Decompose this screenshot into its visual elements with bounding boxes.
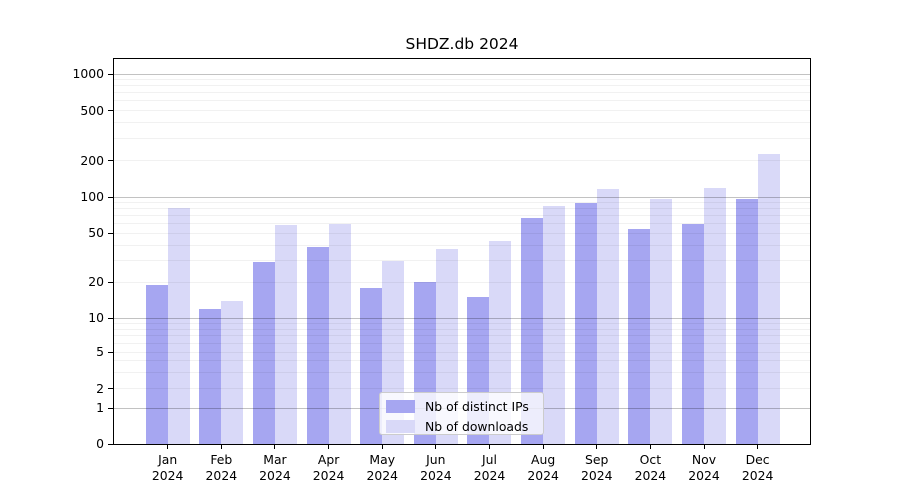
legend-swatch-distinct-ips <box>386 400 415 413</box>
bar-ips-may <box>360 287 383 444</box>
x-tick-label: Aug 2024 <box>527 452 559 483</box>
x-tick-label: Nov 2024 <box>688 452 720 483</box>
x-tick-label: Jun 2024 <box>420 452 452 483</box>
y-tick-label: 200 <box>80 152 104 168</box>
bar-ips-dec <box>735 198 758 444</box>
x-tick-label: Oct 2024 <box>634 452 667 483</box>
bar-ips-mar <box>252 262 275 444</box>
y-tick <box>108 317 114 319</box>
x-tick <box>167 444 169 449</box>
bar-downloads-aug <box>543 205 566 444</box>
bar-ips-sep <box>574 203 597 444</box>
x-tick-label: Jan 2024 <box>151 452 184 483</box>
y-tick-label: 10 <box>88 310 104 326</box>
plot-area: 0 1 2 5 10 20 50 100 200 500 1000 Jan 2024 Feb 2024 M… <box>72 58 811 483</box>
bar-ips-feb <box>199 308 222 444</box>
x-tick <box>488 444 490 449</box>
legend-item-downloads: Nb of downloads <box>386 418 543 435</box>
y-tick <box>108 196 114 198</box>
x-tick-label: Jul 2024 <box>473 452 506 483</box>
bar-downloads-dec <box>757 154 780 444</box>
x-tick <box>757 444 759 449</box>
y-tick <box>108 351 114 353</box>
bar-downloads-sep <box>596 189 619 444</box>
x-tick-label: Sep 2024 <box>580 452 613 483</box>
bar-ips-jan <box>145 284 168 444</box>
x-tick-label: Dec 2024 <box>741 452 774 483</box>
chart-title: SHDZ.db 2024 <box>405 35 519 53</box>
x-tick-label: Feb 2024 <box>205 452 238 483</box>
legend-label-distinct-ips: Nb of distinct IPs <box>425 399 529 414</box>
x-tick <box>649 444 651 449</box>
y-tick-label: 0 <box>96 436 104 451</box>
bar-ips-nov <box>682 223 704 444</box>
bar-ips-apr <box>306 246 329 444</box>
bar-downloads-feb <box>221 300 244 444</box>
bar-ips-aug <box>521 218 544 444</box>
y-tick-label: 500 <box>80 102 104 118</box>
bar-downloads-mar <box>274 224 297 444</box>
y-tick-label: 20 <box>88 274 104 290</box>
y-tick <box>108 407 114 409</box>
x-tick <box>703 444 705 449</box>
y-tick-label: 1 <box>96 400 104 415</box>
x-tick <box>435 444 437 449</box>
x-tick-label: May 2024 <box>366 452 398 483</box>
y-tick-label: 5 <box>96 344 104 359</box>
bar-downloads-apr <box>328 223 351 444</box>
y-tick <box>108 281 114 283</box>
y-tick <box>108 160 114 162</box>
y-tick <box>108 73 114 75</box>
legend-label-downloads: Nb of downloads <box>425 419 529 434</box>
x-tick <box>274 444 276 449</box>
y-tick-label: 1000 <box>72 66 104 81</box>
y-tick <box>108 232 114 234</box>
x-tick <box>542 444 544 449</box>
y-tick-label: 50 <box>88 225 104 241</box>
y-tick <box>108 110 114 111</box>
bar-downloads-jan <box>167 207 190 444</box>
legend-swatch-downloads <box>386 420 415 433</box>
bars-layer <box>114 59 810 444</box>
y-tick-label: 2 <box>96 380 104 396</box>
x-tick <box>381 444 383 449</box>
bar-ips-oct <box>628 229 651 444</box>
bar-downloads-nov <box>704 187 726 444</box>
y-tick-label: 100 <box>80 189 104 205</box>
x-tick <box>328 444 330 449</box>
bar-downloads-oct <box>650 199 673 444</box>
legend: Nb of distinct IPs Nb of downloads <box>379 392 544 435</box>
y-tick <box>108 443 114 445</box>
legend-item-distinct-ips: Nb of distinct IPs <box>386 398 543 415</box>
x-tick-label: Mar 2024 <box>259 452 291 483</box>
x-tick <box>596 444 598 449</box>
y-tick <box>108 388 114 389</box>
x-tick <box>220 444 222 449</box>
x-tick-label: Apr 2024 <box>312 452 345 483</box>
